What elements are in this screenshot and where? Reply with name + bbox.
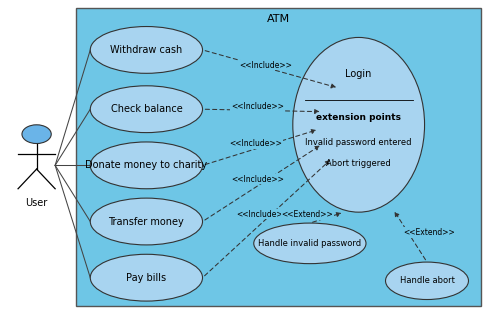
Text: Invalid password entered: Invalid password entered: [305, 138, 412, 147]
Ellipse shape: [293, 37, 425, 212]
Ellipse shape: [90, 86, 203, 133]
Ellipse shape: [386, 262, 468, 300]
Ellipse shape: [90, 27, 203, 73]
Text: Pay bills: Pay bills: [126, 273, 166, 283]
Text: <<Include>>: <<Include>>: [229, 139, 283, 148]
Text: <<Include>>: <<Include>>: [240, 61, 292, 70]
Text: Login: Login: [346, 69, 372, 79]
Text: Handle abort: Handle abort: [400, 276, 454, 285]
Text: User: User: [25, 198, 48, 208]
Text: Abort triggered: Abort triggered: [326, 159, 391, 168]
Text: <<Include>>: <<Include>>: [231, 174, 284, 183]
Text: <<Include>>: <<Include>>: [236, 210, 289, 219]
Ellipse shape: [254, 223, 366, 264]
Circle shape: [22, 125, 51, 144]
Text: extension points: extension points: [316, 113, 401, 122]
FancyBboxPatch shape: [76, 8, 481, 306]
Text: Transfer money: Transfer money: [108, 217, 184, 227]
Text: <<Extend>>: <<Extend>>: [404, 228, 455, 237]
Text: ATM: ATM: [266, 14, 290, 24]
Ellipse shape: [90, 254, 203, 301]
Text: Handle invalid password: Handle invalid password: [258, 239, 362, 248]
Text: Withdraw cash: Withdraw cash: [110, 45, 183, 55]
Text: <<Extend>>: <<Extend>>: [282, 210, 333, 219]
Text: Check balance: Check balance: [110, 104, 183, 114]
Text: <<Include>>: <<Include>>: [231, 102, 284, 111]
Ellipse shape: [90, 198, 203, 245]
Ellipse shape: [90, 142, 203, 189]
Text: Donate money to charity: Donate money to charity: [85, 160, 207, 170]
